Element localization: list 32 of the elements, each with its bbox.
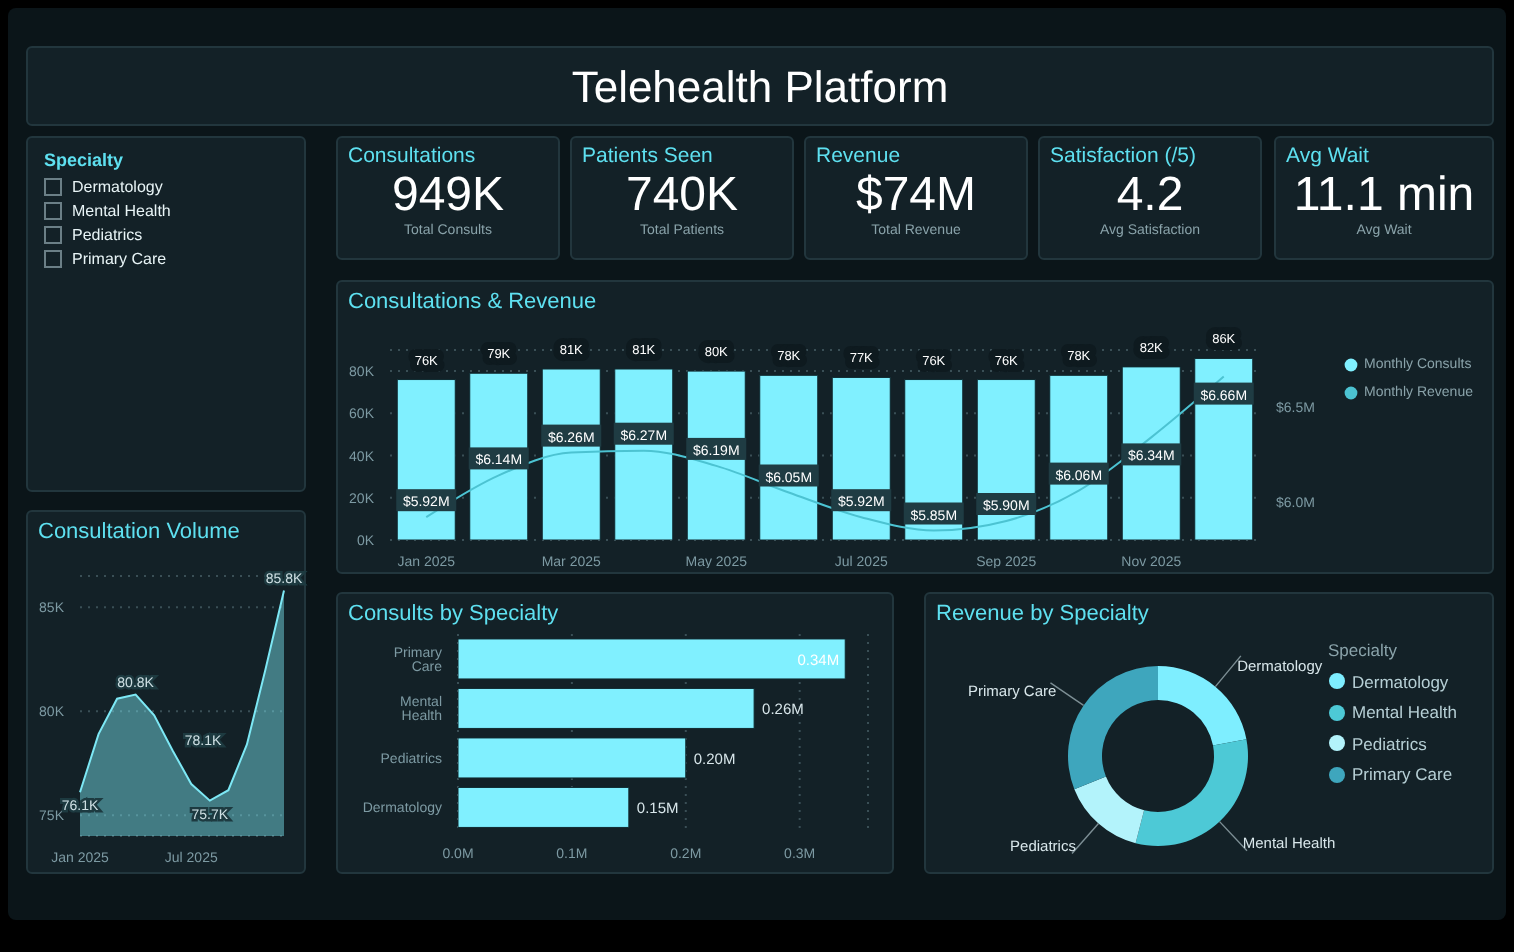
bar [458, 786, 630, 828]
text: Telehealth Platform [28, 48, 1492, 128]
text: Patients Seen [582, 144, 715, 168]
chart-title: Consultations & Revenue [346, 288, 599, 318]
text: 4.2 [1114, 168, 1186, 223]
bar [458, 737, 687, 779]
text: Satisfaction (/5) [1050, 144, 1198, 168]
text: Mental Health [72, 201, 171, 219]
donut-slice [1074, 776, 1145, 844]
legend-label: Pediatrics [1352, 733, 1427, 754]
text: Primary Care [72, 249, 167, 267]
text: 740K [623, 168, 741, 223]
text: Dermatology [72, 177, 163, 195]
chart-title: Revenue by Specialty [934, 600, 1151, 630]
text: Specialty [44, 150, 126, 170]
chart-title: Consultation Volume [36, 518, 242, 548]
legend-label: Mental Health [1352, 702, 1457, 723]
text: 11.1 min [1291, 168, 1477, 223]
text: Avg Wait [1286, 144, 1371, 168]
bar [458, 687, 755, 729]
chart-title: Consults by Specialty [346, 600, 561, 630]
text: $74M [853, 168, 979, 223]
donut-slice [1135, 739, 1248, 846]
donut-slice [1068, 666, 1158, 790]
text: Consultations [348, 144, 478, 168]
text: Pediatrics [72, 225, 143, 243]
legend-label: Dermatology [1352, 671, 1449, 692]
text: 949K [389, 168, 507, 223]
legend-label: Primary Care [1352, 764, 1453, 785]
text: Revenue [816, 144, 903, 168]
bar [458, 638, 846, 680]
legend-title: Specialty [1328, 640, 1399, 660]
